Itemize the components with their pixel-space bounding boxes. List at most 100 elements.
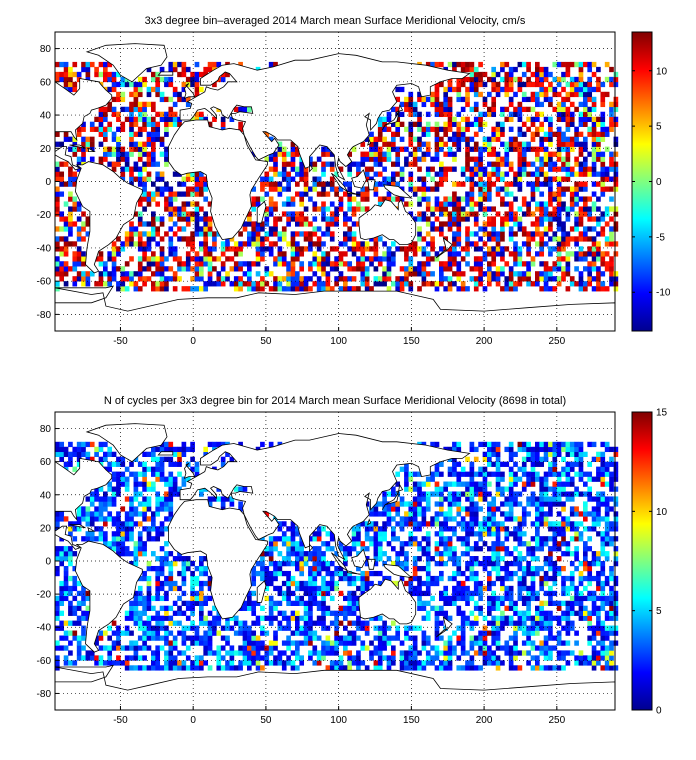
bin-cell	[281, 556, 287, 562]
bin-cell	[334, 256, 339, 262]
bin-cell	[159, 526, 165, 532]
bin-cell	[107, 635, 113, 641]
bin-cell	[129, 561, 134, 567]
bin-cell	[356, 541, 361, 547]
bin-cell	[277, 231, 283, 237]
bin-cell	[190, 81, 195, 88]
bin-cell	[369, 146, 374, 152]
bin-cell	[530, 106, 536, 113]
bin-cell	[417, 650, 422, 656]
bin-cell	[574, 266, 579, 272]
bin-cell	[473, 570, 479, 577]
bin-cell	[434, 186, 440, 192]
bin-cell	[107, 655, 113, 661]
bin-cell	[508, 655, 514, 661]
bin-cell	[194, 625, 200, 631]
bin-cell	[364, 531, 370, 537]
bin-cell	[504, 531, 510, 537]
bin-cell	[552, 266, 558, 272]
bin-cell	[295, 541, 300, 547]
bin-cell	[434, 101, 440, 108]
bin-cell	[425, 580, 431, 587]
bin-cell	[543, 161, 549, 167]
bin-cell	[604, 221, 610, 227]
bin-cell	[133, 141, 139, 147]
bin-cell	[421, 665, 427, 671]
bin-cell	[268, 196, 274, 202]
bin-cell	[124, 76, 130, 83]
bin-cell	[356, 526, 361, 532]
bin-cell	[177, 570, 182, 577]
bin-cell	[295, 221, 300, 227]
bin-cell	[72, 201, 78, 207]
bin-cell	[168, 575, 174, 582]
bin-cell	[469, 476, 475, 482]
bin-cell	[609, 66, 614, 73]
bin-cell	[465, 126, 470, 132]
bin-cell	[142, 181, 147, 187]
bin-cell	[268, 620, 274, 626]
bin-cell	[487, 441, 492, 448]
bin-cell	[229, 615, 235, 621]
bin-cell	[312, 536, 318, 542]
bin-cell	[168, 191, 174, 197]
bin-cell	[404, 551, 409, 557]
bin-cell	[482, 516, 488, 522]
bin-cell	[447, 256, 453, 262]
bin-cell	[369, 655, 374, 661]
bin-cell	[168, 226, 174, 232]
bin-cell	[548, 71, 553, 78]
bin-cell	[151, 466, 156, 472]
coastline	[367, 138, 372, 146]
bin-cell	[164, 231, 169, 237]
bin-cell	[604, 61, 610, 68]
bin-cell	[587, 206, 593, 212]
bin-cell	[164, 640, 169, 646]
bin-cell	[220, 281, 226, 287]
bin-cell	[321, 605, 326, 611]
bin-cell	[268, 561, 274, 567]
bin-cell	[63, 565, 69, 572]
bin-cell	[172, 206, 178, 212]
bin-cell	[561, 256, 566, 262]
bin-cell	[500, 226, 505, 232]
bin-cell	[412, 266, 418, 272]
bin-cell	[155, 286, 161, 292]
bin-cell	[146, 501, 152, 507]
bin-cell	[55, 191, 60, 197]
bin-cell	[190, 211, 195, 217]
bin-cell	[447, 111, 453, 118]
bin-cell	[238, 126, 243, 132]
bin-cell	[68, 86, 73, 93]
bin-cell	[111, 256, 117, 262]
bin-cell	[207, 266, 213, 272]
bin-cell	[268, 61, 274, 68]
bin-cell	[404, 256, 409, 262]
bin-cell	[85, 536, 91, 542]
bin-cell	[456, 261, 462, 267]
bin-cell	[521, 241, 527, 247]
bin-cell	[469, 171, 475, 177]
bin-cell	[295, 191, 300, 197]
bin-cell	[473, 266, 479, 272]
bin-cell	[583, 111, 588, 118]
bin-cell	[151, 511, 156, 517]
bin-cell	[233, 106, 239, 113]
bin-cell	[408, 665, 414, 671]
bin-cell	[530, 81, 536, 88]
bin-cell	[146, 241, 152, 247]
bin-cell	[55, 261, 60, 267]
bin-cell	[508, 590, 514, 597]
bin-cell	[194, 256, 200, 262]
bin-cell	[578, 66, 584, 73]
bin-cell	[190, 610, 195, 616]
bin-cell	[356, 600, 361, 606]
coastline	[85, 43, 168, 83]
bin-cell	[251, 650, 257, 656]
bin-cell	[124, 546, 130, 552]
bin-cell	[172, 640, 178, 646]
bin-cell	[129, 526, 134, 532]
bin-cell	[172, 211, 178, 217]
bin-cell	[504, 216, 510, 222]
bin-cell	[495, 645, 501, 651]
